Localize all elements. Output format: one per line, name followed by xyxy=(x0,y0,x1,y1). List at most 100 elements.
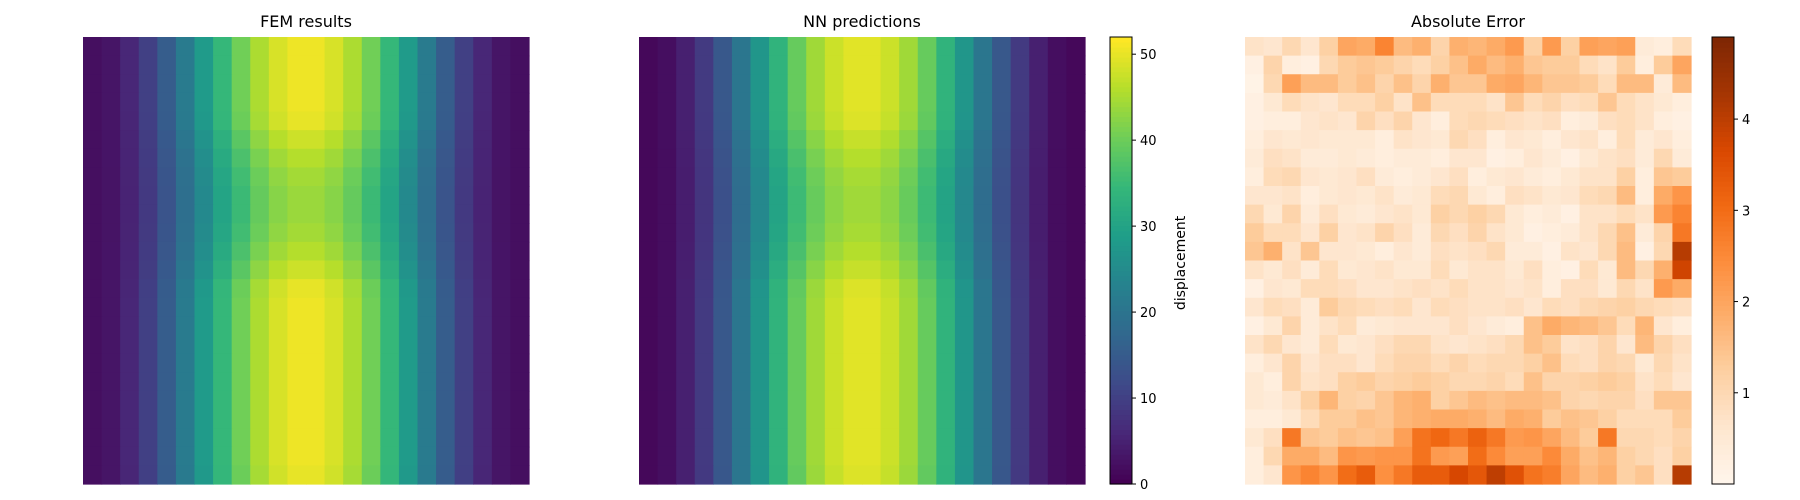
heatmap-cell xyxy=(194,186,214,206)
colorbar-gradient-step xyxy=(1712,210,1734,217)
heatmap-cell xyxy=(694,223,714,243)
heatmap-cell xyxy=(1245,297,1265,317)
heatmap-cell xyxy=(1356,92,1376,113)
heatmap-cell xyxy=(917,335,937,355)
heatmap-cell xyxy=(1319,55,1339,75)
heatmap-cell xyxy=(306,241,326,262)
heatmap-cell xyxy=(862,390,882,411)
heatmap-cell xyxy=(1430,372,1451,392)
heatmap-cell xyxy=(268,316,289,336)
heatmap-cell xyxy=(1542,335,1562,355)
heatmap-cell xyxy=(1653,92,1674,113)
heatmap-cell xyxy=(639,204,659,224)
heatmap-cell xyxy=(1486,204,1506,224)
heatmap-cell xyxy=(157,372,177,392)
heatmap-cell xyxy=(731,353,752,373)
heatmap-cell xyxy=(491,279,512,299)
heatmap-cell xyxy=(194,92,214,113)
heatmap-cell xyxy=(843,37,863,57)
heatmap-cell xyxy=(1356,353,1376,373)
heatmap-cell xyxy=(1047,111,1068,131)
heatmap-cell xyxy=(862,130,882,150)
colorbar-gradient-step xyxy=(1712,176,1734,182)
heatmap-cell xyxy=(769,316,789,336)
heatmap-cell xyxy=(491,409,512,429)
colorbar-gradient-step xyxy=(1712,444,1734,450)
heatmap-cell xyxy=(120,167,140,187)
heatmap-cell xyxy=(101,335,121,355)
heatmap-cell xyxy=(1542,428,1562,448)
colorbar-tick-label: 50 xyxy=(1140,48,1157,63)
heatmap-cell xyxy=(676,130,696,150)
heatmap-cell xyxy=(639,74,659,94)
heatmap-cell xyxy=(731,465,752,485)
heatmap-cell xyxy=(268,372,289,392)
heatmap-cell xyxy=(175,167,196,187)
heatmap-cell xyxy=(157,130,177,150)
heatmap-cell xyxy=(750,223,770,243)
heatmap-cell xyxy=(992,55,1012,75)
colorbar-gradient-step xyxy=(1712,245,1734,252)
heatmap-cell xyxy=(899,409,919,429)
heatmap-cell xyxy=(1672,335,1692,355)
heatmap-cell xyxy=(194,148,214,168)
heatmap-cell xyxy=(954,409,975,429)
heatmap-cell xyxy=(1356,279,1376,299)
heatmap-cell xyxy=(157,92,177,113)
heatmap-cell xyxy=(750,297,770,317)
heatmap-cell xyxy=(824,279,845,299)
colorbar-gradient-step xyxy=(1110,300,1132,306)
heatmap-cell xyxy=(287,92,307,113)
heatmap-cell xyxy=(1300,297,1320,317)
heatmap-cell xyxy=(787,92,807,113)
heatmap-cell xyxy=(1653,74,1674,94)
heatmap-cell xyxy=(1356,111,1376,131)
heatmap-cell xyxy=(713,148,733,168)
heatmap-cell xyxy=(936,260,956,280)
heatmap-cell xyxy=(491,167,512,187)
heatmap-cell xyxy=(1672,186,1692,206)
heatmap-cell xyxy=(324,409,344,429)
heatmap-cell xyxy=(120,55,140,75)
heatmap-cell xyxy=(639,390,659,411)
heatmap-cell xyxy=(1598,446,1618,466)
heatmap-cell xyxy=(936,186,956,206)
heatmap-cell xyxy=(1616,111,1636,131)
heatmap-cell xyxy=(750,353,770,373)
heatmap-cell xyxy=(1560,223,1581,243)
heatmap-cell xyxy=(862,260,882,280)
heatmap-cell xyxy=(1672,353,1692,373)
heatmap-cell xyxy=(306,372,326,392)
heatmap-cell xyxy=(287,390,307,411)
heatmap-cell xyxy=(787,74,807,94)
heatmap-cell xyxy=(917,186,937,206)
heatmap-cell xyxy=(268,390,289,411)
colorbar-gradient-step xyxy=(1110,76,1132,83)
colorbar-gradient-step xyxy=(1712,419,1734,425)
heatmap-cell xyxy=(473,465,493,485)
heatmap-cell xyxy=(824,465,845,485)
heatmap-cell xyxy=(1245,428,1265,448)
heatmap-cell xyxy=(917,92,937,113)
heatmap-cell xyxy=(1672,279,1692,299)
heatmap-cell xyxy=(361,446,381,466)
heatmap-cell xyxy=(417,167,437,187)
heatmap-cell xyxy=(324,465,344,485)
heatmap-cell xyxy=(973,409,993,429)
heatmap-cell xyxy=(1412,409,1432,429)
heatmap-cell xyxy=(175,279,196,299)
heatmap-cell xyxy=(194,335,214,355)
heatmap-cell xyxy=(769,167,789,187)
colorbar-gradient-step xyxy=(1110,409,1132,416)
heatmap-cell xyxy=(398,223,419,243)
heatmap-cell xyxy=(936,279,956,299)
heatmap-cell xyxy=(1300,409,1320,429)
heatmap-cell xyxy=(843,111,863,131)
heatmap-cell xyxy=(1412,390,1432,411)
heatmap-cell xyxy=(1560,130,1581,150)
heatmap-cell xyxy=(936,428,956,448)
heatmap-cell xyxy=(676,223,696,243)
heatmap-cell xyxy=(936,390,956,411)
heatmap-cell xyxy=(1430,428,1451,448)
heatmap-cell xyxy=(157,465,177,485)
